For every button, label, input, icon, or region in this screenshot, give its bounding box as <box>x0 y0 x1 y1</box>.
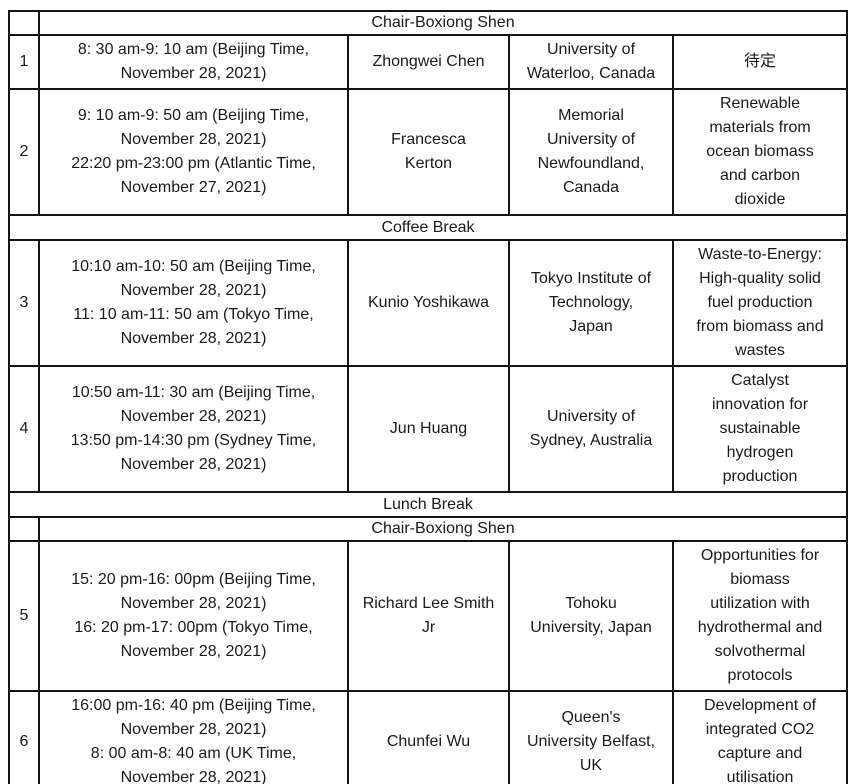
session-row-2: 2 9: 10 am-9: 50 am (Beijing Time, Novem… <box>8 88 849 216</box>
time-cell: 16:00 pm-16: 40 pm (Beijing Time, Novemb… <box>38 690 349 784</box>
empty-corner-cell <box>8 10 40 36</box>
talk-title-cell: Catalyst innovation for sustainable hydr… <box>671 365 849 493</box>
session-row-6: 6 16:00 pm-16: 40 pm (Beijing Time, Nove… <box>8 690 849 784</box>
row-number: 2 <box>8 88 40 216</box>
affiliation-cell: University of Sydney, Australia <box>508 365 674 493</box>
row-number: 6 <box>8 690 40 784</box>
affiliation-cell: Tohoku University, Japan <box>508 540 674 692</box>
row-number: 5 <box>8 540 40 692</box>
speaker-cell: Zhongwei Chen <box>347 34 510 90</box>
talk-title-cell: Development of integrated CO2 capture an… <box>671 690 849 784</box>
chair-header-row-1: Chair-Boxiong Shen <box>8 10 849 36</box>
talk-title-cell: Waste-to-Energy: High-quality solid fuel… <box>671 239 849 367</box>
chair-header-label: Chair-Boxiong Shen <box>37 10 849 36</box>
lunch-break-row: Lunch Break <box>7 491 849 518</box>
row-number: 4 <box>8 365 40 493</box>
session-row-4: 4 10:50 am-11: 30 am (Beijing Time, Nove… <box>8 365 849 493</box>
coffee-break-row: Coffee Break <box>7 214 849 241</box>
lunch-break-label: Lunch Break <box>7 491 849 518</box>
affiliation-cell: University of Waterloo, Canada <box>508 34 674 90</box>
speaker-cell: Francesca Kerton <box>347 88 510 216</box>
session-row-3: 3 10:10 am-10: 50 am (Beijing Time, Nove… <box>8 239 849 367</box>
time-cell: 9: 10 am-9: 50 am (Beijing Time, Novembe… <box>38 88 349 216</box>
speaker-cell: Jun Huang <box>347 365 510 493</box>
row-number: 1 <box>8 34 40 90</box>
affiliation-cell: Tokyo Institute of Technology, Japan <box>508 239 674 367</box>
talk-title-cell: Renewable materials from ocean biomass a… <box>671 88 849 216</box>
chair-header-row-2: Chair-Boxiong Shen <box>8 516 849 542</box>
affiliation-cell: Queen's University Belfast, UK <box>508 690 674 784</box>
affiliation-cell: Memorial University of Newfoundland, Can… <box>508 88 674 216</box>
row-number: 3 <box>8 239 40 367</box>
time-cell: 10:50 am-11: 30 am (Beijing Time, Novemb… <box>38 365 349 493</box>
time-cell: 15: 20 pm-16: 00pm (Beijing Time, Novemb… <box>38 540 349 692</box>
speaker-cell: Kunio Yoshikawa <box>347 239 510 367</box>
speaker-cell: Richard Lee Smith Jr <box>347 540 510 692</box>
conference-schedule-table: Chair-Boxiong Shen 1 8: 30 am-9: 10 am (… <box>7 10 849 784</box>
coffee-break-label: Coffee Break <box>7 214 849 241</box>
session-row-5: 5 15: 20 pm-16: 00pm (Beijing Time, Nove… <box>8 540 849 692</box>
time-cell: 8: 30 am-9: 10 am (Beijing Time, Novembe… <box>38 34 349 90</box>
time-cell: 10:10 am-10: 50 am (Beijing Time, Novemb… <box>38 239 349 367</box>
talk-title-cell: Opportunities for biomass utilization wi… <box>671 540 849 692</box>
speaker-cell: Chunfei Wu <box>347 690 510 784</box>
empty-corner-cell <box>8 516 40 542</box>
session-row-1: 1 8: 30 am-9: 10 am (Beijing Time, Novem… <box>8 34 849 90</box>
talk-title-cell: 待定 <box>671 34 849 90</box>
chair-header-label: Chair-Boxiong Shen <box>37 516 849 542</box>
